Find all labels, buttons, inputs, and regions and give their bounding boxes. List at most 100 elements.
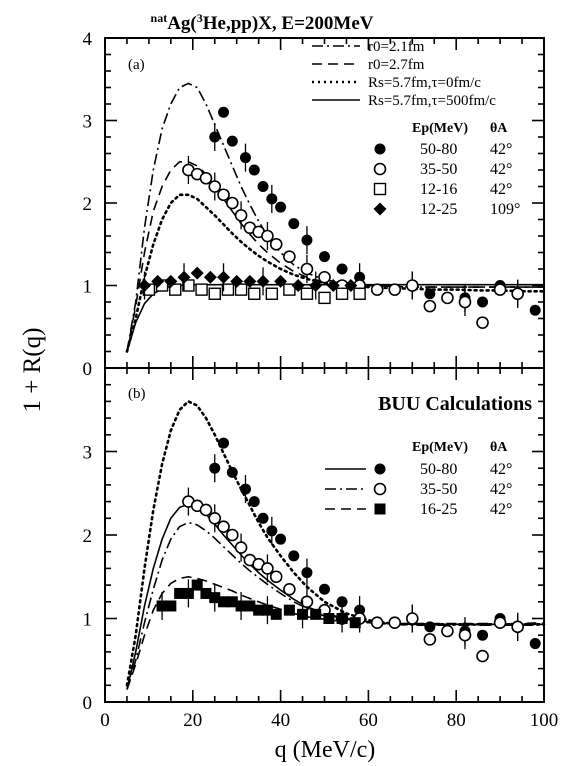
- data-point: [458, 628, 472, 642]
- data-point: [195, 283, 208, 296]
- data-point: [441, 291, 454, 305]
- data-point: [226, 466, 238, 478]
- data-point: [336, 263, 348, 275]
- data-point: [275, 201, 287, 213]
- data-point: [370, 283, 384, 296]
- legend-marker: [374, 143, 386, 155]
- data-point: [477, 296, 489, 308]
- data-point: [476, 649, 489, 663]
- title-super: 3: [197, 11, 203, 25]
- data-point: [217, 188, 230, 202]
- y-tick-label: 1: [83, 610, 93, 631]
- legend-curve-label: Rs=5.7fm,τ=500fm/c: [368, 93, 496, 109]
- curve-dotted: [125, 399, 546, 687]
- data-point: [283, 283, 296, 296]
- title-prefix: nat: [151, 11, 168, 25]
- data-point: [200, 587, 212, 599]
- data-point: [266, 193, 278, 205]
- data-point: [226, 196, 239, 210]
- data-point: [208, 180, 222, 193]
- data-point: [301, 567, 313, 579]
- data-point: [353, 287, 366, 300]
- data-point: [256, 274, 270, 288]
- legend-header-angle: θA: [490, 440, 508, 455]
- legend-curve-label: r0=2.7fm: [368, 57, 425, 73]
- data-point: [191, 579, 203, 591]
- y-tick-label: 1: [83, 277, 93, 298]
- data-point: [218, 106, 230, 118]
- data-point: [476, 316, 489, 329]
- data-point: [424, 288, 436, 300]
- x-tick-label: 100: [530, 710, 559, 731]
- data-point: [265, 287, 279, 300]
- data-point: [156, 600, 168, 612]
- data-point: [344, 279, 358, 292]
- data-point: [151, 274, 165, 288]
- data-point: [511, 287, 524, 301]
- curve-dash-dot: [126, 521, 544, 690]
- data-point: [335, 287, 349, 300]
- data-point: [182, 587, 194, 599]
- data-point: [283, 582, 296, 596]
- data-point: [300, 287, 314, 300]
- data-point: [234, 209, 248, 222]
- data-point: [209, 131, 221, 143]
- x-tick-label: 20: [183, 710, 202, 731]
- data-point: [423, 633, 437, 646]
- data-point: [477, 629, 489, 641]
- legend-angle-label: 42°: [490, 501, 512, 518]
- data-point: [221, 283, 235, 296]
- data-point: [248, 287, 261, 300]
- x-tick-label: 40: [271, 710, 290, 731]
- data-point: [230, 274, 244, 288]
- data-point: [165, 600, 177, 612]
- data-point: [441, 624, 454, 638]
- x-tick-label: 80: [447, 710, 466, 731]
- data-point: [199, 171, 213, 185]
- data-point: [529, 304, 541, 316]
- panel-b-label: (b): [128, 386, 146, 402]
- data-point: [275, 533, 287, 545]
- data-point: [297, 608, 309, 620]
- legend-marker: [374, 463, 386, 475]
- data-point: [269, 570, 283, 584]
- data-point: [301, 234, 313, 246]
- data-point: [300, 262, 314, 276]
- curve-dashed: [126, 161, 544, 352]
- data-point: [529, 638, 541, 650]
- y-tick-label: 2: [83, 194, 93, 215]
- data-point: [336, 613, 348, 624]
- y-tick-label: 3: [83, 443, 93, 464]
- data-point: [253, 604, 265, 616]
- legend-angle-label: 42°: [490, 161, 512, 178]
- data-point: [288, 550, 300, 562]
- data-point: [182, 279, 195, 292]
- data-point: [217, 270, 231, 284]
- data-point: [261, 562, 274, 575]
- legend-header-energy: Ep(MeV): [412, 121, 468, 136]
- x-tick-label: 0: [100, 710, 110, 731]
- data-point: [261, 604, 273, 616]
- data-point: [209, 462, 221, 474]
- x-tick-label: 60: [359, 710, 378, 731]
- data-point: [248, 164, 260, 176]
- data-point: [423, 299, 437, 313]
- data-point: [405, 279, 419, 292]
- legend-energy-label: 12-25: [420, 201, 457, 218]
- data-point: [405, 612, 419, 625]
- data-point: [138, 279, 152, 292]
- y-tick-label: 4: [83, 29, 93, 50]
- data-point: [248, 496, 260, 508]
- data-point: [326, 279, 340, 292]
- legend-marker: [373, 162, 387, 176]
- legend-angle-label: 42°: [490, 461, 512, 478]
- figure-title: natAg(3He,pp)X, E=200MeV: [151, 11, 374, 34]
- data-point: [243, 274, 257, 288]
- curve-dotted: [125, 193, 546, 353]
- legend-header-angle: θA: [490, 121, 508, 136]
- data-point: [319, 251, 330, 263]
- legend-angle-label: 42°: [490, 481, 512, 498]
- y-tick-label: 0: [83, 693, 93, 714]
- legend-header-energy: Ep(MeV): [412, 440, 468, 455]
